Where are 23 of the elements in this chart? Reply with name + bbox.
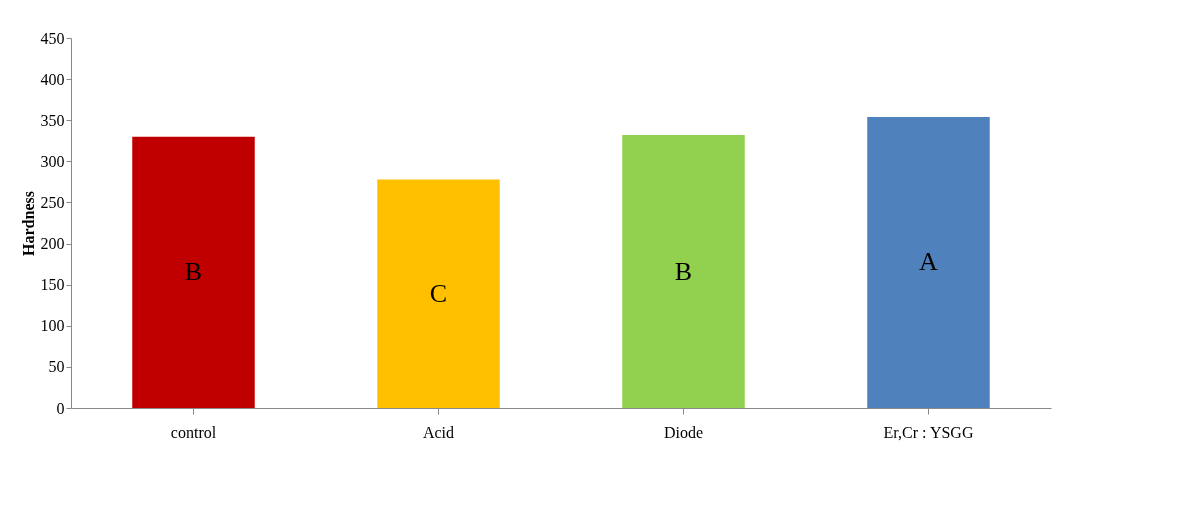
y-tick-label: 100 bbox=[40, 317, 65, 335]
y-tick-label: 150 bbox=[40, 276, 65, 294]
bar bbox=[132, 136, 255, 408]
y-tick-label: 50 bbox=[48, 358, 65, 376]
x-tick-label: control bbox=[170, 423, 217, 441]
bar bbox=[867, 116, 990, 408]
annotation: A bbox=[919, 247, 939, 277]
annotation: B bbox=[184, 257, 203, 287]
y-tick-label: 200 bbox=[40, 235, 65, 253]
annotation: C bbox=[429, 278, 448, 308]
y-tick-label: 300 bbox=[40, 152, 65, 170]
y-tick-label: 0 bbox=[56, 399, 65, 417]
y-tick-label: 350 bbox=[40, 111, 65, 129]
x-tick-label: Diode bbox=[663, 423, 704, 441]
y-tick-label: 400 bbox=[40, 70, 65, 88]
y-axis-title: Hardness bbox=[19, 191, 37, 256]
bar bbox=[377, 179, 500, 408]
y-tick-label: 450 bbox=[40, 29, 65, 47]
bar bbox=[622, 135, 745, 408]
x-tick-label: Er,Cr : YSGG bbox=[883, 423, 974, 441]
y-tick-label: 250 bbox=[40, 193, 65, 211]
annotation: B bbox=[674, 256, 693, 286]
x-tick-label: Acid bbox=[422, 423, 455, 441]
